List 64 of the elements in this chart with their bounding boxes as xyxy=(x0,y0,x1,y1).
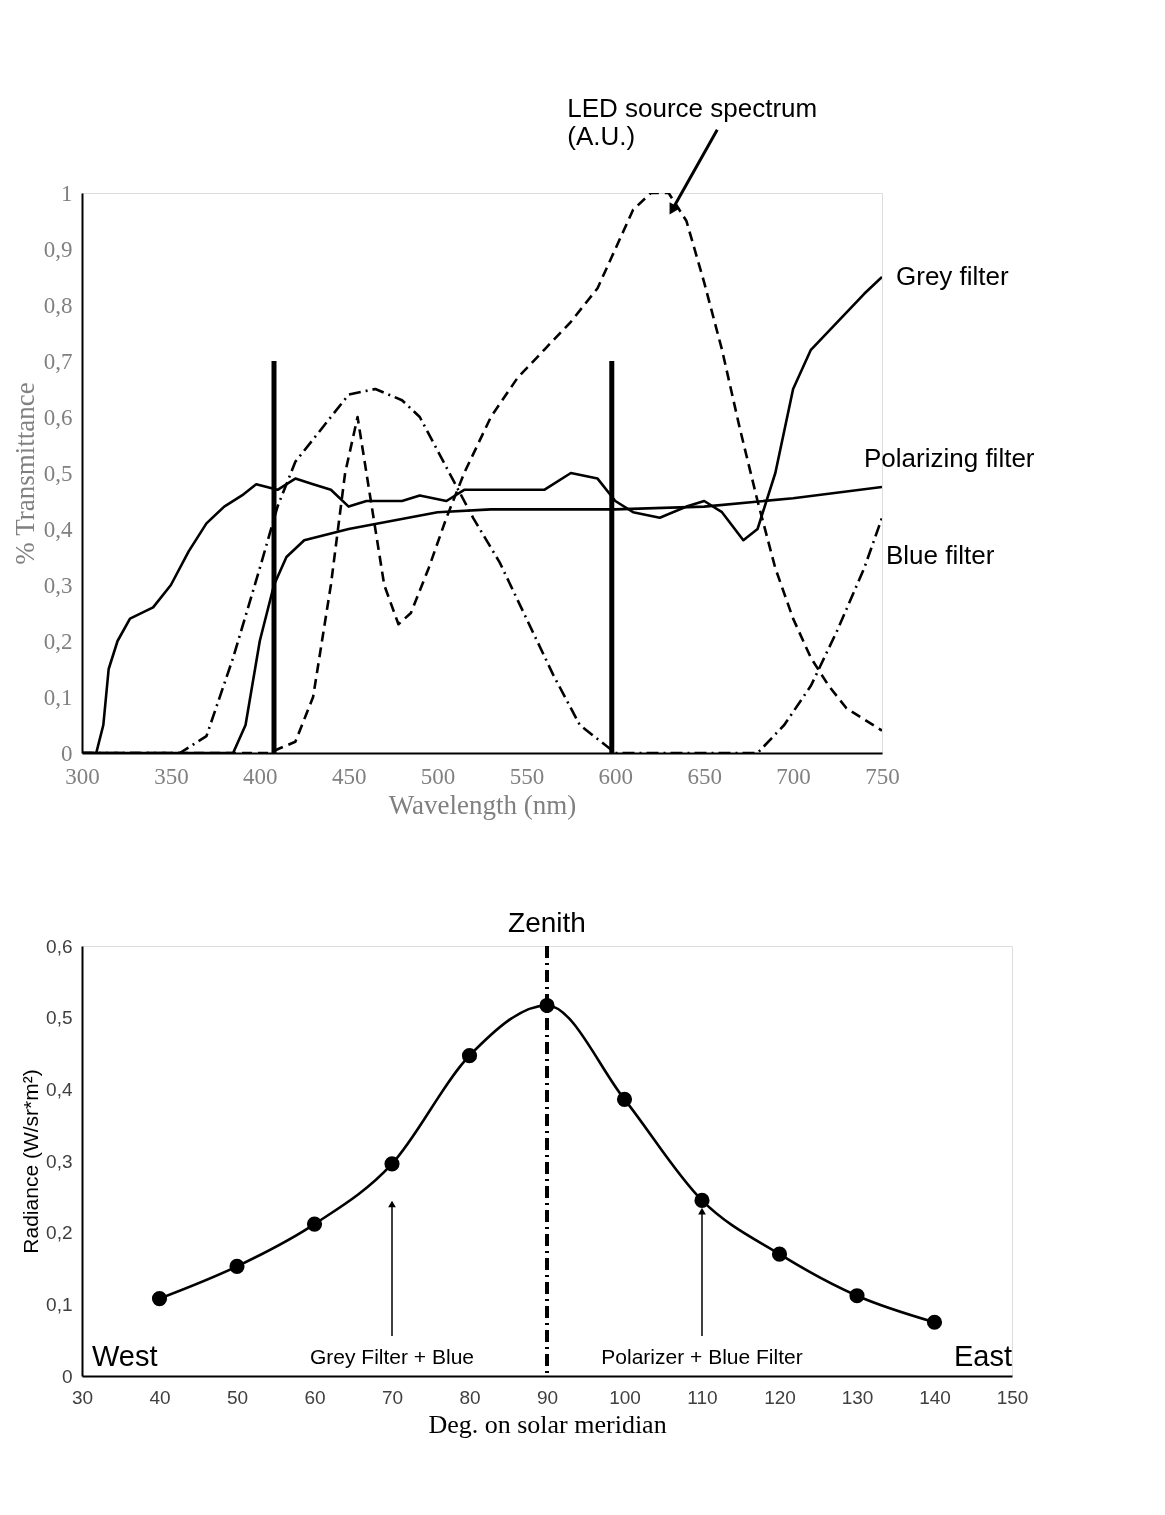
x-tick-label: 80 xyxy=(459,1386,481,1408)
y-tick-label: 0,4 xyxy=(43,516,73,542)
x-tick-label: 100 xyxy=(609,1386,641,1408)
annotation: West xyxy=(92,1340,158,1372)
x-tick-label: 750 xyxy=(865,763,900,789)
point xyxy=(229,1258,245,1274)
x-tick-label: 550 xyxy=(509,763,545,789)
point xyxy=(461,1048,478,1064)
x-tick-label: 400 xyxy=(243,763,278,789)
y-tick-label: 0,2 xyxy=(43,628,73,654)
y-tick-label: 0,3 xyxy=(43,572,73,598)
x-tick-label: 150 xyxy=(996,1386,1029,1408)
y-tick-label: 0,6 xyxy=(46,935,73,957)
x-tick-label: 500 xyxy=(420,763,456,789)
x-tick-label: 600 xyxy=(598,763,634,789)
y-tick-label: 0,1 xyxy=(43,684,73,710)
x-tick-label: 650 xyxy=(687,763,722,789)
x-tick-label: 140 xyxy=(919,1386,951,1408)
x-tick-label: 90 xyxy=(536,1386,559,1408)
x-tick-label: 300 xyxy=(65,763,100,789)
y-tick-label: 1 xyxy=(61,180,73,206)
x-tick-label: 50 xyxy=(226,1386,249,1408)
annotation: Grey Filter + Blue xyxy=(310,1345,474,1368)
point xyxy=(771,1246,788,1262)
x-tick-label: 120 xyxy=(764,1386,796,1408)
y-axis-title: Radiance (W/sr*m²) xyxy=(19,1069,43,1254)
series-label: Blue filter xyxy=(886,539,995,570)
point xyxy=(151,1291,168,1307)
annotation: LED source spectrum (A.U.) xyxy=(567,92,818,151)
y-axis-title: % Transmittance xyxy=(9,382,40,565)
y-tick-label: 0,5 xyxy=(46,1007,73,1029)
x-tick-label: 350 xyxy=(154,763,189,789)
x-tick-label: 70 xyxy=(381,1386,404,1408)
x-tick-label: 130 xyxy=(841,1386,874,1408)
point xyxy=(616,1091,633,1107)
series-label: Polarizing filter xyxy=(864,443,1035,473)
point xyxy=(694,1192,710,1208)
y-tick-label: 0,8 xyxy=(43,292,73,318)
annotation: East xyxy=(953,1340,1012,1372)
y-tick-label: 0,9 xyxy=(43,236,73,262)
y-tick-label: 0 xyxy=(61,1365,73,1387)
y-tick-label: 0,7 xyxy=(43,348,73,374)
x-axis-title: Deg. on solar meridian xyxy=(428,1409,667,1439)
x-tick-label: 30 xyxy=(71,1386,94,1408)
point xyxy=(306,1216,323,1232)
x-tick-label: 40 xyxy=(149,1386,171,1408)
y-tick-label: 0,1 xyxy=(46,1293,73,1315)
y-tick-label: 0,2 xyxy=(46,1222,73,1244)
y-tick-label: 0,3 xyxy=(46,1150,73,1172)
series-label: Grey filter xyxy=(896,261,1010,291)
point xyxy=(926,1314,943,1330)
x-tick-label: 110 xyxy=(687,1386,718,1408)
point xyxy=(849,1288,865,1304)
annotation: Polarizer + Blue Filter xyxy=(601,1345,803,1368)
x-tick-label: 700 xyxy=(776,763,811,789)
ref-line-label: Zenith xyxy=(508,907,586,938)
x-axis-title: Wavelength (nm) xyxy=(388,789,577,820)
y-tick-label: 0,5 xyxy=(43,460,73,486)
x-tick-label: 450 xyxy=(331,763,367,789)
x-tick-label: 60 xyxy=(304,1386,326,1408)
y-tick-label: 0,4 xyxy=(46,1078,73,1100)
y-tick-label: 0,6 xyxy=(43,404,73,430)
y-tick-label: 0 xyxy=(61,740,73,766)
point xyxy=(384,1156,400,1172)
